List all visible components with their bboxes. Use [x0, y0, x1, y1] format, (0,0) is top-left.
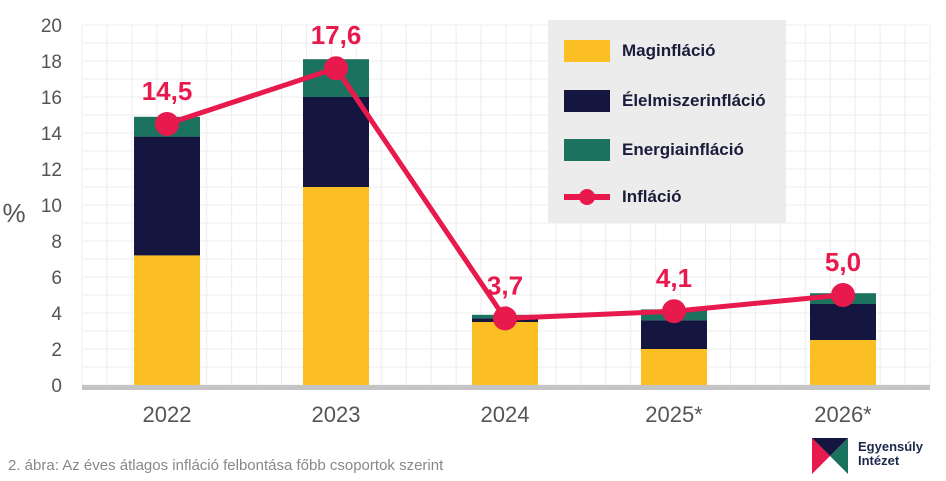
x-tick-label: 2026*	[814, 402, 872, 427]
x-tick-label: 2023	[312, 402, 361, 427]
legend-item-inflacio: Infláció	[564, 186, 682, 208]
legend-line-inflacio	[564, 186, 610, 208]
x-axis-line	[82, 385, 930, 390]
y-tick-label: 4	[51, 304, 62, 325]
inflation-point	[493, 306, 517, 331]
inflation-point	[324, 56, 348, 81]
bar-segment-elelmiszerinflacio	[303, 97, 369, 187]
legend-swatch-elelmiszerinflacio	[564, 90, 610, 112]
logo-line1: Egyensúly	[858, 439, 924, 454]
inflation-point	[831, 283, 855, 307]
inflation-data-label: 3,7	[487, 270, 523, 300]
y-tick-label: 6	[51, 268, 62, 289]
bar-segment-elelmiszerinflacio	[641, 320, 707, 349]
bar-segment-maginflacio	[641, 349, 707, 385]
legend-label-elelmiszerinflacio: Élelmiszerinfláció	[622, 91, 766, 110]
logo-mark-icon	[812, 438, 848, 474]
y-tick-label: 20	[41, 16, 62, 37]
bar-segment-elelmiszerinflacio	[134, 136, 200, 256]
y-tick-label: 18	[41, 52, 62, 73]
legend-label-inflacio: Infláció	[622, 187, 682, 206]
chart-legend: Maginfláció Élelmiszerinfláció Energiain…	[548, 20, 786, 223]
legend-label-energiainflacio: Energiainfláció	[622, 140, 744, 159]
legend-swatch-energiainflacio	[564, 139, 610, 161]
bar-segment-maginflacio	[134, 255, 200, 385]
inflation-data-label: 4,1	[656, 263, 692, 293]
legend-item-elelmiszerinflacio: Élelmiszerinfláció	[564, 90, 766, 112]
inflation-data-label: 14,5	[142, 76, 193, 106]
x-tick-label: 2022	[143, 402, 192, 427]
y-tick-label: 2	[51, 340, 62, 361]
legend-item-maginflacio: Maginfláció	[564, 40, 716, 62]
bar-segment-elelmiszerinflacio	[810, 304, 876, 340]
y-tick-label: 14	[41, 124, 63, 145]
x-tick-label: 2024	[481, 402, 530, 427]
bar-segment-maginflacio	[472, 322, 538, 385]
legend-item-energiainflacio: Energiainfláció	[564, 139, 744, 161]
inflation-point	[155, 112, 179, 136]
logo-line2: Intézet	[858, 453, 900, 468]
inflation-data-label: 17,6	[311, 20, 362, 50]
egyensuly-logo: Egyensúly Intézet	[808, 434, 938, 478]
y-axis-label: %	[2, 198, 25, 228]
figure-caption: 2. ábra: Az éves átlagos infláció felbon…	[8, 457, 444, 474]
y-tick-label: 12	[41, 160, 62, 181]
inflation-point	[662, 299, 686, 324]
x-tick-label: 2025*	[645, 402, 703, 427]
y-tick-label: 8	[51, 232, 62, 253]
bar-segment-maginflacio	[810, 340, 876, 385]
y-tick-label: 16	[41, 88, 62, 109]
y-tick-label: 10	[41, 196, 62, 217]
legend-label-maginflacio: Maginfláció	[622, 41, 716, 60]
bar-segment-maginflacio	[303, 187, 369, 385]
legend-swatch-maginflacio	[564, 40, 610, 62]
inflation-data-label: 5,0	[825, 247, 861, 277]
y-tick-label: 0	[51, 376, 62, 397]
